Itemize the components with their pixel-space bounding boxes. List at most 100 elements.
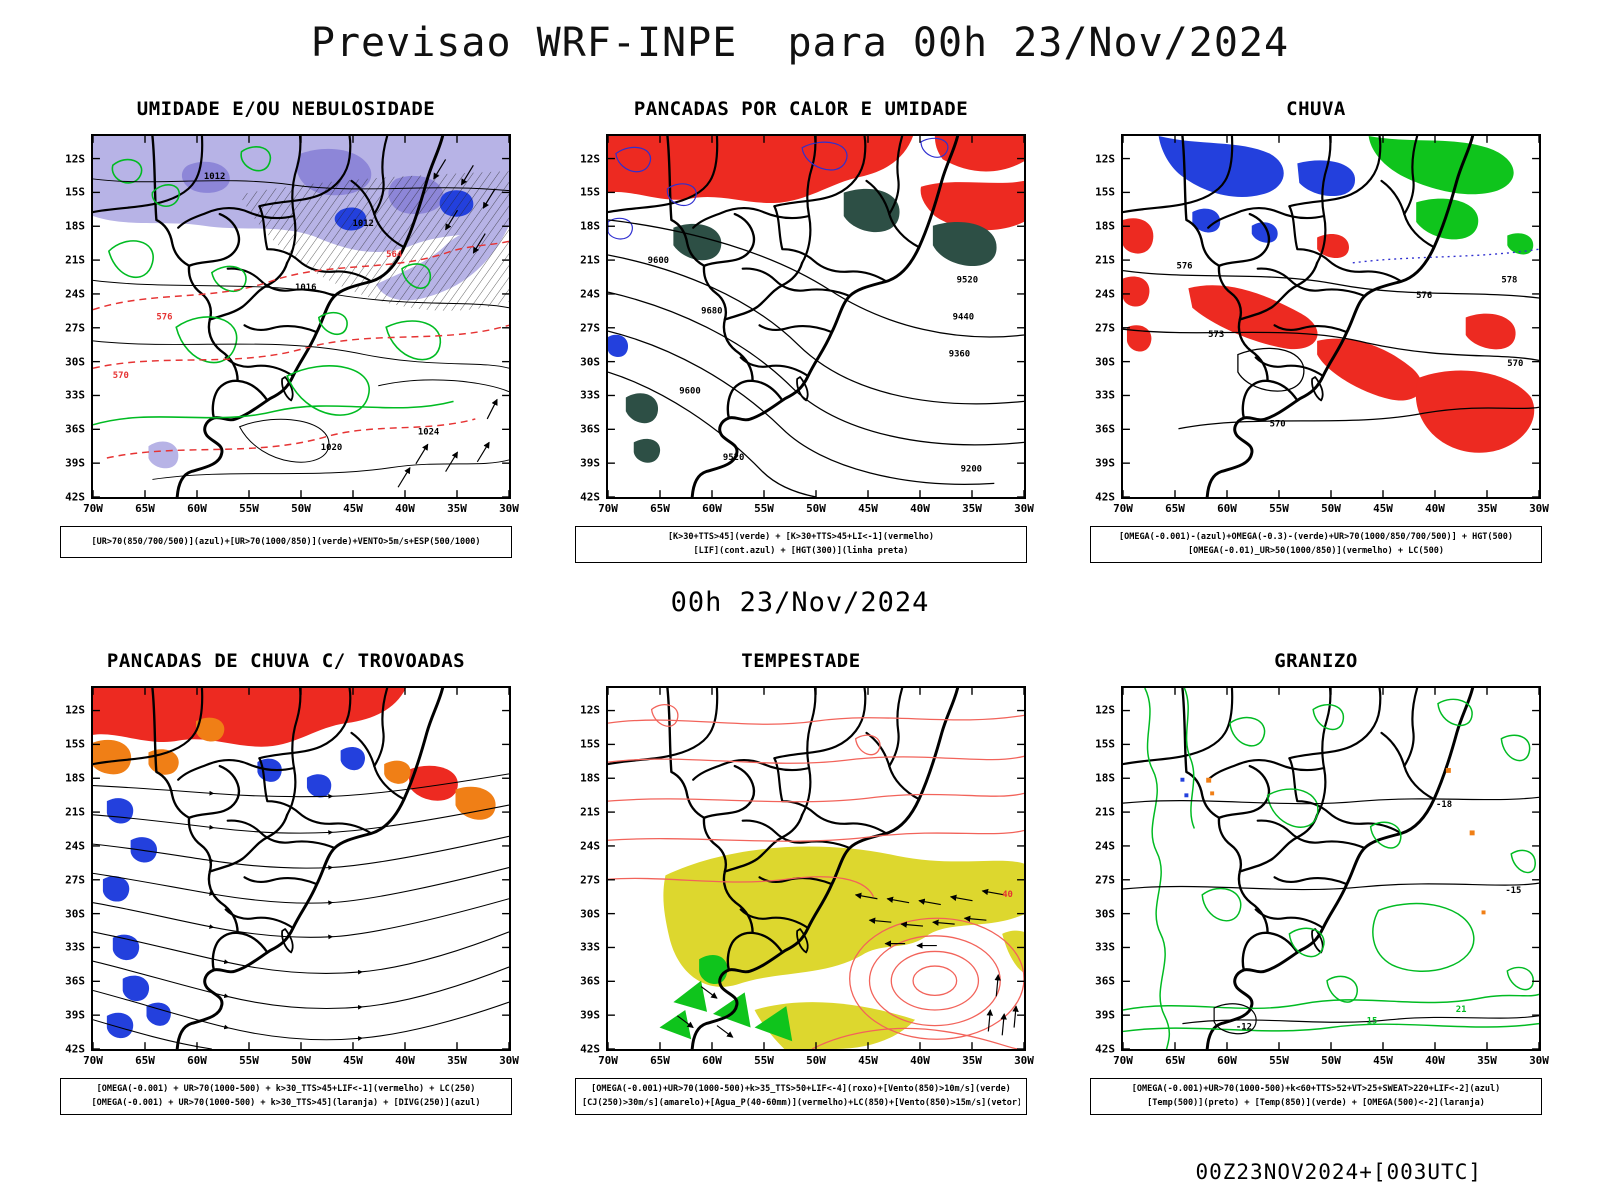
lon-tick-label: 30W xyxy=(1529,1053,1549,1067)
lon-tick-label: 35W xyxy=(447,502,467,515)
hail-blue-marks xyxy=(1180,777,1189,798)
lon-tick-label: 65W xyxy=(135,502,155,515)
lon-axis: 70W 65W 60W 55W 50W 45W 40W 35W 30W xyxy=(598,500,1034,516)
lat-tick-label: 21S xyxy=(1095,253,1115,267)
shower-fill-areas xyxy=(93,687,496,1039)
lon-tick-label: 30W xyxy=(1529,502,1549,515)
lat-tick-label: 21S xyxy=(65,805,85,819)
lat-axis: 12S 15S 18S 21S 24S 27S 30S 33S 36S 39S 42S xyxy=(1083,688,1119,1055)
lon-tick-label: 65W xyxy=(650,502,670,515)
lat-tick-label: 24S xyxy=(580,839,600,853)
map-wrap-umidade: 12S 15S 18S 21S 24S 27S 30S 33S 36S 39S 42S xyxy=(65,134,519,515)
lat-tick-label: 30S xyxy=(1095,355,1115,369)
svg-text:9520: 9520 xyxy=(723,453,744,463)
lat-tick-label: 27S xyxy=(580,873,600,887)
lat-tick-label: 18S xyxy=(65,771,85,785)
lat-tick-label: 33S xyxy=(1095,388,1115,402)
svg-text:9360: 9360 xyxy=(949,350,970,360)
svg-text:9520: 9520 xyxy=(957,275,978,285)
lon-tick-label: 40W xyxy=(910,1053,930,1067)
lon-tick-label: 35W xyxy=(447,1053,467,1067)
lon-axis: 70W 65W 60W 55W 50W 45W 40W 35W 30W xyxy=(1113,1052,1549,1068)
lon-tick-label: 70W xyxy=(598,502,618,515)
lon-tick-label: 60W xyxy=(187,1053,207,1067)
lon-tick-label: 70W xyxy=(598,1053,618,1067)
lon-tick-label: 45W xyxy=(343,502,363,515)
lat-tick-label: 15S xyxy=(580,737,600,751)
weather-map-pancadas-calor: 9680 9600 9520 9440 9360 9600 9520 9200 xyxy=(608,136,1024,497)
lat-tick-label: 18S xyxy=(65,219,85,233)
lat-tick-label: 12S xyxy=(1095,152,1115,166)
caption-granizo: [OMEGA(-0.001)+UR>70(1000-500)+k<60+TTS>… xyxy=(1090,1077,1542,1115)
lat-tick-label: 15S xyxy=(1095,185,1115,199)
panel-title-tempestade: TEMPESTADE xyxy=(741,649,861,672)
map-frame-granizo: 12S 15S 18S 21S 24S 27S 30S 33S 36S 39S 42S xyxy=(1095,685,1549,1067)
contour-value-labels: 40 xyxy=(1002,890,1013,900)
axis-tick-marks xyxy=(608,687,1024,1049)
lon-tick-label: 30W xyxy=(1014,502,1034,515)
svg-text:570: 570 xyxy=(113,371,129,381)
panel-row-top: UMIDADE E/OU NEBULOSIDADE 12S 15S 18S 21S 24… xyxy=(0,98,1600,563)
lat-axis: 12S 15S 18S 21S 24S 27S 30S 33S 36S 39S 42S xyxy=(568,688,604,1055)
lat-axis: 12S 15S 18S 21S 24S 27S 30S 33S 36S 39S 42S xyxy=(568,136,604,503)
lon-tick-label: 50W xyxy=(1321,1053,1341,1067)
svg-text:9600: 9600 xyxy=(679,387,700,397)
weather-map-trovoadas xyxy=(93,687,509,1049)
svg-text:578: 578 xyxy=(1501,275,1517,285)
svg-text:570: 570 xyxy=(1270,420,1286,430)
svg-text:1012: 1012 xyxy=(204,172,225,182)
lat-tick-label: 42S xyxy=(65,1042,85,1056)
run-id-label: 00Z23NOV2024+[003UTC] xyxy=(1195,1160,1482,1184)
basemap-outline xyxy=(1123,687,1475,1049)
lon-tick-label: 55W xyxy=(1269,1053,1289,1067)
height-500-contours xyxy=(1123,270,1539,430)
caption-tempestade: [OMEGA(-0.001)+UR>70(1000-500)+k>35_TTS>… xyxy=(575,1077,1027,1115)
lon-tick-label: 40W xyxy=(1425,502,1445,515)
svg-text:570: 570 xyxy=(1507,359,1523,369)
lon-tick-label: 45W xyxy=(858,502,878,515)
lon-tick-label: 70W xyxy=(83,502,103,515)
panel-granizo: GRANIZO 12S 15S 18S 21S 24S 27S 30S 33S 36S 39S 42… xyxy=(1088,650,1549,1115)
red-dashed-contours xyxy=(93,240,509,459)
panel-chuva: CHUVA 12S 15S 18S 21S 24S 27S 30S 33S 36S 39S 42S xyxy=(1088,98,1549,563)
wind-850-vectors xyxy=(676,888,1019,1038)
lon-axis: 70W 65W 60W 55W 50W 45W 40W 35W 30W xyxy=(83,1052,519,1068)
lat-tick-label: 42S xyxy=(580,1042,600,1056)
axis-tick-marks xyxy=(1123,136,1539,497)
lat-tick-label: 36S xyxy=(65,422,85,436)
svg-text:9200: 9200 xyxy=(961,465,982,475)
caption-line: [Temp(500)](preto) + [Temp(850)](verde) … xyxy=(1147,1098,1485,1109)
humidity-shading xyxy=(93,136,509,469)
lat-tick-label: 27S xyxy=(1095,321,1115,335)
lon-tick-label: 45W xyxy=(858,1053,878,1067)
lat-tick-label: 27S xyxy=(1095,873,1115,887)
lon-tick-label: 55W xyxy=(1269,502,1289,515)
lat-tick-label: 21S xyxy=(580,805,600,819)
instability-fill-areas xyxy=(608,136,1024,463)
lon-tick-label: 35W xyxy=(962,1053,982,1067)
caption-line: [OMEGA(-0.001) + UR>70(1000-500) + k>30_… xyxy=(91,1098,481,1109)
storm-index-contours xyxy=(608,703,1024,1049)
lon-tick-label: 70W xyxy=(1113,1053,1133,1067)
lon-tick-label: 35W xyxy=(1477,502,1497,515)
map-frame-chuva: 12S 15S 18S 21S 24S 27S 30S 33S 36S 39S 42S xyxy=(1095,134,1549,515)
lon-tick-label: 70W xyxy=(1113,502,1133,515)
map-wrap-chuva: 12S 15S 18S 21S 24S 27S 30S 33S 36S 39S 42S xyxy=(1095,134,1549,515)
lon-tick-label: 40W xyxy=(395,1053,415,1067)
lat-tick-label: 21S xyxy=(65,253,85,267)
lat-axis: 12S 15S 18S 21S 24S 27S 30S 33S 36S 39S 42S xyxy=(53,688,89,1055)
lat-tick-label: 18S xyxy=(580,219,600,233)
lat-tick-label: 39S xyxy=(580,456,600,470)
map-frame-umidade: 12S 15S 18S 21S 24S 27S 30S 33S 36S 39S 42S xyxy=(65,134,519,515)
svg-text:9680: 9680 xyxy=(701,307,722,317)
lon-tick-label: 60W xyxy=(702,1053,722,1067)
svg-text:9600: 9600 xyxy=(648,256,669,266)
lon-tick-label: 65W xyxy=(1165,502,1185,515)
caption-line: [OMEGA(-0.001)+UR>70(1000-500)+k<60+TTS>… xyxy=(1131,1083,1501,1094)
lat-tick-label: 36S xyxy=(1095,422,1115,436)
lat-tick-label: 24S xyxy=(580,287,600,301)
lon-tick-label: 50W xyxy=(806,502,826,515)
lat-tick-label: 30S xyxy=(65,907,85,920)
panel-trovoadas: PANCADAS DE CHUVA C/ TROVOADAS 12S 15S 18S… xyxy=(58,650,519,1115)
